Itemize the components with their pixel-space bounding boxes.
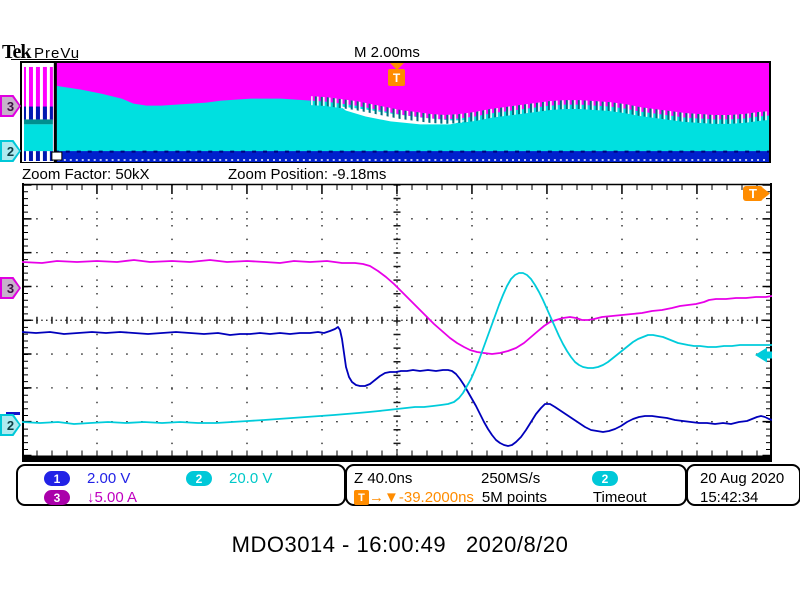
trigger-source-badge[interactable]: 2 (592, 471, 618, 486)
logo-underline (11, 59, 78, 60)
ch1-badge[interactable]: 1 (44, 471, 70, 486)
tek-logo: Tek (2, 41, 31, 63)
overview-ch3-label: 3 (2, 97, 19, 115)
ch2-badge[interactable]: 2 (186, 471, 212, 486)
zoom-position-readout: Zoom Position: -9.18ms (228, 166, 387, 183)
ch1-scale-readout: 2.00 V (87, 470, 131, 487)
trigger-type-readout: Timeout (592, 489, 647, 506)
ch2-position-marker[interactable]: 2 (0, 414, 21, 436)
ch1-position-marker[interactable] (6, 412, 20, 415)
trace-ch3 (21, 259, 773, 355)
main-timebase-label: M 2.00ms (354, 44, 420, 61)
zoom-graticule-window: T (21, 183, 773, 463)
datetime-box[interactable]: 20 Aug 2020 15:42:34 (686, 464, 800, 506)
date-readout: 20 Aug 2020 (700, 470, 785, 487)
record-length-readout: 5M points (481, 489, 547, 506)
screenshot-caption: MDO3014 - 16:00:49 2020/8/20 (231, 532, 569, 557)
overview-ch3-position-marker[interactable]: 3 (0, 95, 21, 117)
trigger-arrows-icon: →▼ (369, 489, 399, 506)
horizontal-acquisition-box[interactable]: Z 40.0ns 250MS/s 2 T →▼ -39.2000ns 5M po… (345, 464, 687, 506)
ch3-label: 3 (2, 279, 19, 297)
trigger-position-readout: -39.2000ns (398, 489, 474, 506)
sample-rate-readout: 250MS/s (481, 470, 541, 487)
ch3-scale-readout: ↓5.00 A (87, 489, 138, 506)
trigger-t-badge: T (354, 490, 369, 505)
ch2-trigger-level-arrow[interactable] (755, 347, 772, 363)
ch3-position-marker[interactable]: 3 (0, 277, 21, 299)
trigger-position-pointer-icon (390, 63, 404, 70)
trace-ch1 (21, 326, 773, 447)
ch2-scale-readout: 20.0 V (229, 470, 273, 487)
zoom-waveform-plot: T (21, 183, 773, 462)
overview-waveform (22, 63, 769, 162)
zoom-scale-readout: Z 40.0ns (354, 470, 413, 487)
ch2-label: 2 (2, 416, 19, 434)
svg-text:T: T (749, 186, 757, 201)
zoom-trigger-position-flag[interactable]: T (743, 186, 770, 201)
trace-ch2 (21, 272, 773, 425)
zoom-factor-readout: Zoom Factor: 50kX (22, 166, 150, 183)
trigger-position-flag[interactable]: T (388, 69, 405, 86)
overview-ch2-position-marker[interactable]: 2 (0, 140, 21, 162)
overview-window (20, 61, 771, 163)
ch3-badge[interactable]: 3 (44, 490, 70, 505)
acquisition-mode-label: PreVu (34, 45, 81, 62)
time-readout: 15:42:34 (700, 489, 759, 506)
channel-scales-box[interactable]: 1 2.00 V 2 20.0 V 3 ↓5.00 A (16, 464, 346, 506)
overview-ch2-label: 2 (2, 142, 19, 160)
